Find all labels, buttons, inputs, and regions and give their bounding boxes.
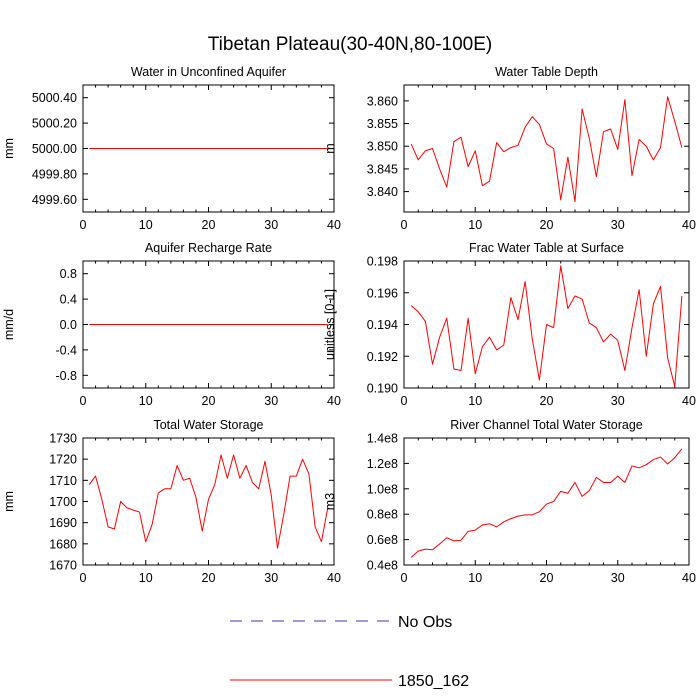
x-tick-label: 20 [540,394,554,408]
chart-panel-3: Aquifer Recharge Rate mm/d 0 10 20 30 40 -0.8 -0… [2,241,341,408]
y-axis-label: mm/d [2,309,16,340]
x-tick-label: 40 [327,394,341,408]
y-tick-label: 0.198 [367,255,398,269]
x-tick-label: 0 [80,218,87,232]
y-tick-label: 5000.40 [32,91,77,105]
y-tick-label: 3.860 [367,94,398,108]
y-tick-label: 1.4e8 [367,432,398,446]
x-tick-label: 20 [202,218,216,232]
panel-title: Water in Unconfined Aquifer [131,65,286,79]
x-tick-label: 40 [327,218,341,232]
x-tick-label: 0 [401,218,408,232]
chart-panel-4: Frac Water Table at Surface unitless [0-1… [323,241,696,408]
y-tick-label: 3.855 [367,117,398,131]
series-line-1 [410,265,683,387]
x-tick-label: 30 [611,394,625,408]
y-tick-label: 1700 [49,495,77,509]
legend-item-no-obs: No Obs [230,614,452,631]
x-tick-label: 10 [468,571,482,585]
y-axis-label: mm [2,491,16,512]
y-tick-label: 0.194 [367,318,398,332]
x-tick-label: 20 [540,218,554,232]
y-tick-label: 0.190 [367,382,398,396]
y-tick-label: 0.196 [367,286,398,300]
x-tick-label: 0 [401,571,408,585]
x-tick-label: 0 [80,394,87,408]
y-axis-label: m [323,143,337,153]
y-tick-label: 1710 [49,474,77,488]
legend-label-no-obs: No Obs [398,614,452,631]
x-tick-label: 0 [401,394,408,408]
panel-title: Water Table Depth [495,65,598,79]
legend-item-1850-162: 1850_162 [230,673,469,690]
y-tick-label: 0.192 [367,350,398,364]
x-tick-label: 30 [264,394,278,408]
x-tick-label: 30 [611,571,625,585]
series-line-1 [410,448,683,558]
x-tick-label: 20 [202,394,216,408]
y-tick-label: 3.850 [367,140,398,154]
y-axis-label: unitless [0-1] [323,289,337,360]
x-tick-label: 30 [611,218,625,232]
chart-panel-2: Water Table Depth m 0 10 20 30 40 3.840 3.845 3.8… [323,65,696,232]
x-tick-label: 40 [327,571,341,585]
x-tick-label: 20 [540,571,554,585]
panel-title: Total Water Storage [153,418,263,432]
legend-label-1850-162: 1850_162 [398,673,469,690]
x-tick-label: 10 [139,571,153,585]
chart-panel-1: Water in Unconfined Aquifer mm 0 10 20 30 40 49… [2,65,341,232]
x-tick-label: 40 [682,218,696,232]
y-tick-label: 0.8e8 [367,508,398,522]
x-tick-label: 20 [202,571,216,585]
y-tick-label: -0.4 [55,343,77,357]
y-axis-label: mm [2,138,16,159]
y-tick-label: 1720 [49,453,77,467]
y-tick-label: 0.0 [60,318,77,332]
y-tick-label: 1.2e8 [367,457,398,471]
x-tick-label: 40 [682,394,696,408]
y-tick-label: 1.0e8 [367,482,398,496]
x-tick-label: 30 [264,571,278,585]
y-tick-label: 3.840 [367,185,398,199]
panel-title: Frac Water Table at Surface [469,241,624,255]
panel-title: Aquifer Recharge Rate [145,241,272,255]
chart-panel-5: Total Water Storage mm 0 10 20 30 40 1670 1680 16… [2,418,341,585]
legend: No Obs 1850_162 [230,614,469,690]
y-tick-label: -0.8 [55,369,77,383]
y-tick-label: 1730 [49,432,77,446]
y-tick-label: 0.4 [60,293,77,307]
x-tick-label: 10 [468,218,482,232]
figure-title: Tibetan Plateau(30-40N,80-100E) [208,34,492,55]
chart-panel-6: River Channel Total Water Storage m3 0 10 20… [323,418,696,585]
y-tick-label: 5000.00 [32,142,77,156]
y-tick-label: 3.845 [367,162,398,176]
chart-panels: Water in Unconfined Aquifer mm 0 10 20 30 40 49… [2,65,696,585]
panel-title: River Channel Total Water Storage [450,418,643,432]
y-tick-label: 0.6e8 [367,533,398,547]
x-tick-label: 10 [139,218,153,232]
series-line-1 [88,454,329,549]
x-tick-label: 30 [264,218,278,232]
y-tick-label: 4999.80 [32,167,77,181]
y-tick-label: 1670 [49,559,77,573]
x-tick-label: 10 [139,394,153,408]
x-tick-label: 10 [468,394,482,408]
y-tick-label: 4999.60 [32,193,77,207]
y-tick-label: 5000.20 [32,117,77,131]
x-tick-label: 40 [682,571,696,585]
series-line-1 [410,96,683,203]
y-tick-label: 0.4e8 [367,559,398,573]
y-tick-label: 0.8 [60,267,77,281]
x-tick-label: 0 [80,571,87,585]
y-tick-label: 1690 [49,516,77,530]
y-tick-label: 1680 [49,537,77,551]
y-axis-label: m3 [323,493,337,510]
